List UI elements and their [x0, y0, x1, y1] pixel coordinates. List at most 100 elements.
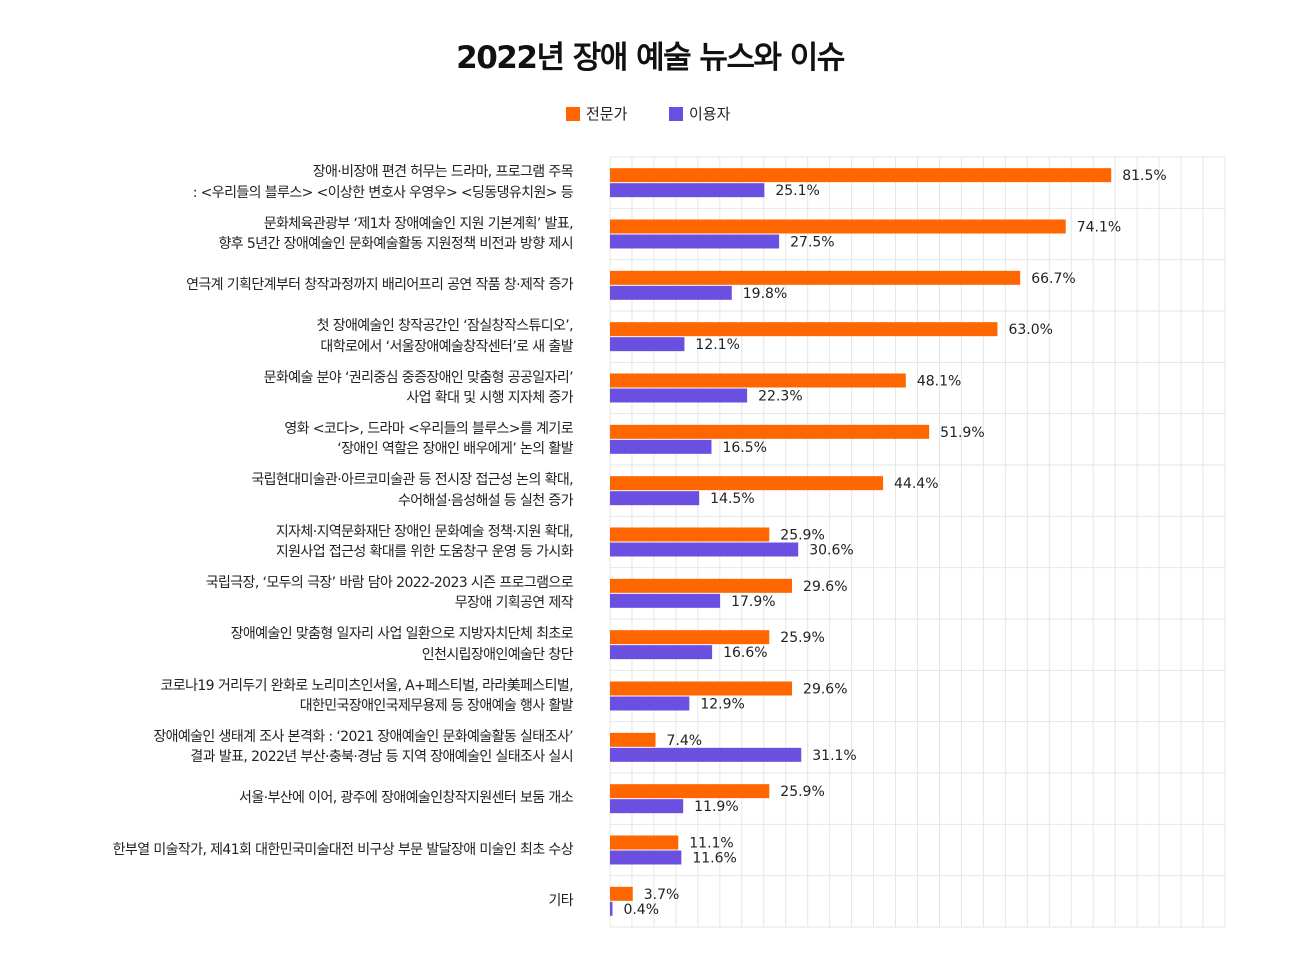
- bar-user-1: [610, 234, 780, 249]
- category-label-line: 국립현대미술관·아르코미술관 등 전시장 접근성 논의 확대,: [251, 472, 573, 489]
- chart-title: 2022년 장애 예술 뉴스와 이슈: [456, 40, 845, 76]
- category-label-0: 장애·비장애 편견 허무는 드라마, 프로그램 주목 : <우리들의 블루스> <…: [0, 162, 574, 203]
- bar-user-13: [610, 850, 682, 865]
- bar-expert-2: [610, 270, 1021, 285]
- value-label-expert-10: 29.6%: [803, 682, 847, 698]
- category-label-line: : <우리들의 블루스> <이상한 변호사 우영우> <딩동댕유치원> 등: [192, 184, 574, 201]
- value-label-user-3: 12.1%: [695, 337, 739, 353]
- bar-expert-14: [610, 886, 633, 901]
- legend-swatch-expert: [566, 106, 580, 121]
- bar-expert-12: [610, 784, 770, 799]
- category-label-line: ‘장애인 역할은 장애인 배우에게’ 논의 활발: [337, 441, 573, 458]
- value-label-expert-4: 48.1%: [917, 374, 961, 390]
- value-label-expert-0: 81.5%: [1122, 168, 1166, 184]
- value-label-user-13: 11.6%: [692, 851, 736, 867]
- category-label-2: 연극계 기획단계부터 창작과정까지 배리어프리 공연 작품 창·제작 증가: [0, 275, 574, 296]
- bar-expert-7: [610, 527, 770, 542]
- category-label-line: 서울·부산에 이어, 광주에 장애예술인창작지원센터 보둠 개소: [239, 790, 574, 807]
- category-label-line: 문화예술 분야 ‘권리중심 중증장애인 맞춤형 공공일자리’: [263, 369, 574, 386]
- bar-user-5: [610, 439, 712, 454]
- value-label-expert-1: 74.1%: [1077, 220, 1121, 236]
- value-label-expert-3: 63.0%: [1008, 322, 1052, 338]
- category-label-line: 향후 5년간 장애예술인 문화예술활동 지원정책 비전과 방향 제시: [218, 236, 573, 252]
- value-label-expert-12: 25.9%: [780, 784, 824, 800]
- value-label-expert-11: 7.4%: [667, 733, 703, 749]
- category-label-line: 지원사업 접근성 확대를 위한 도움창구 운영 등 가시화: [275, 544, 574, 560]
- legend-item-expert: 전문가: [566, 103, 627, 124]
- value-label-user-9: 16.6%: [723, 645, 767, 661]
- bar-user-7: [610, 542, 799, 557]
- category-label-7: 지자체·지역문화재단 장애인 문화예술 정책·지원 확대, 지원사업 접근성 확대…: [0, 522, 574, 563]
- category-label-11: 장애예술인 생태계 조사 본격화 : ‘2021 장애예술인 문화예술활동 실태…: [0, 727, 573, 768]
- bar-expert-0: [610, 168, 1112, 183]
- value-label-expert-9: 25.9%: [780, 630, 824, 646]
- category-label-line: 장애예술인 맞춤형 일자리 사업 일환으로 지방자치단체 최초로: [230, 626, 574, 643]
- bar-expert-5: [610, 424, 930, 439]
- bar-expert-3: [610, 322, 998, 337]
- category-label-line: 지자체·지역문화재단 장애인 문화예술 정책·지원 확대,: [275, 523, 574, 540]
- value-label-user-4: 22.3%: [758, 389, 802, 405]
- bar-user-6: [610, 491, 700, 506]
- value-label-user-0: 25.1%: [775, 183, 819, 199]
- value-label-user-14: 0.4%: [623, 902, 659, 918]
- category-label-line: 첫 장애예술인 창작공간인 ‘잠실창작스튜디오’,: [316, 318, 574, 335]
- category-label-4: 문화예술 분야 ‘권리중심 중증장애인 맞춤형 공공일자리’ 사업 확대 및 시행…: [0, 368, 574, 409]
- value-label-user-6: 14.5%: [710, 491, 754, 507]
- bar-expert-13: [610, 835, 679, 850]
- category-label-12: 서울·부산에 이어, 광주에 장애예술인창작지원센터 보둠 개소: [0, 788, 574, 809]
- bar-expert-6: [610, 476, 884, 491]
- grid-lines: [609, 156, 1226, 928]
- value-labels: 81.5% 25.1% 74.1% 27.5% 66.7% 19.8% 63.0% 12.1%…: [623, 168, 1166, 918]
- legend-label-expert: 전문가: [586, 105, 628, 123]
- category-label-line: 무장애 기획공연 제작: [454, 595, 574, 612]
- value-label-user-8: 17.9%: [731, 594, 775, 610]
- category-label-5: 영화 <코다>, 드라마 <우리들의 블루스>를 계기로 ‘장애인 역할은 장애인…: [0, 419, 573, 460]
- value-label-expert-6: 44.4%: [894, 476, 938, 492]
- category-label-line: 국립극장, ‘모두의 극장’ 바람 담아 2022-2023 시즌 프로그램으로: [205, 574, 574, 591]
- legend-label-user: 이용자: [689, 105, 731, 123]
- category-label-line: 결과 발표, 2022년 부산·충북·경남 등 지역 장애예술인 실태조사 실시: [190, 749, 573, 766]
- category-label-line: 대학로에서 ‘서울장애예술창작센터’로 새 출발: [320, 338, 573, 355]
- category-label-1: 문화체육관광부 ‘제1차 장애예술인 지원 기본계획’ 발표, 향후 5년간 장애…: [0, 214, 573, 255]
- category-label-line: 영화 <코다>, 드라마 <우리들의 블루스>를 계기로: [284, 420, 573, 437]
- category-label-8: 국립극장, ‘모두의 극장’ 바람 담아 2022-2023 시즌 프로그램으로…: [0, 573, 574, 614]
- bar-user-8: [610, 593, 721, 608]
- category-label-line: 대한민국장애인국제무용제 등 장애예술 행사 활발: [299, 698, 574, 714]
- legend-item-user: 이용자: [669, 103, 730, 124]
- category-label-line: 인천시립장애인예술단 창단: [421, 646, 574, 663]
- bar-expert-11: [610, 732, 656, 747]
- category-label-line: 수어해설·음성해설 등 실천 증가: [397, 492, 574, 509]
- category-label-3: 첫 장애예술인 창작공간인 ‘잠실창작스튜디오’, 대학로에서 ‘서울장애예술창작…: [0, 316, 574, 357]
- value-label-user-12: 11.9%: [694, 799, 738, 815]
- category-label-line: 장애예술인 생태계 조사 본격화 : ‘2021 장애예술인 문화예술활동 실태…: [153, 728, 573, 745]
- value-label-expert-7: 25.9%: [780, 528, 824, 544]
- bars: [610, 168, 1112, 916]
- value-label-user-5: 16.5%: [722, 440, 766, 456]
- category-label-line: 연극계 기획단계부터 창작과정까지 배리어프리 공연 작품 창·제작 증가: [186, 277, 574, 294]
- value-label-user-11: 31.1%: [812, 748, 856, 764]
- value-label-expert-8: 29.6%: [803, 579, 847, 595]
- category-label-10: 코로나19 거리두기 완화로 노리미츠인서울, A+페스티벌, 라라美페스티벌,…: [0, 676, 574, 717]
- bar-user-11: [610, 747, 802, 762]
- bar-user-4: [610, 388, 748, 403]
- bar-user-14: [610, 901, 613, 916]
- legend-swatch-user: [669, 106, 683, 121]
- value-label-expert-2: 66.7%: [1031, 271, 1075, 287]
- bar-expert-1: [610, 219, 1066, 234]
- value-label-expert-5: 51.9%: [940, 425, 984, 441]
- bar-expert-10: [610, 681, 793, 696]
- bar-expert-9: [610, 630, 770, 645]
- value-label-user-2: 19.8%: [743, 286, 787, 302]
- bar-user-2: [610, 285, 732, 300]
- category-label-13: 한부열 미술작가, 제41회 대한민국미술대전 비구상 부문 발달장애 미술인 …: [0, 840, 574, 861]
- category-label-line: 문화체육관광부 ‘제1차 장애예술인 지원 기본계획’ 발표,: [263, 215, 574, 232]
- category-label-line: 코로나19 거리두기 완화로 노리미츠인서울, A+페스티벌, 라라美페스티벌,: [160, 677, 574, 694]
- legend: 전문가 이용자: [0, 103, 1300, 125]
- category-label-6: 국립현대미술관·아르코미술관 등 전시장 접근성 논의 확대, 수어해설·음성해설…: [0, 470, 573, 511]
- category-label-line: 장애·비장애 편견 허무는 드라마, 프로그램 주목: [312, 164, 574, 181]
- value-label-user-1: 27.5%: [790, 235, 834, 251]
- value-label-expert-13: 11.1%: [689, 836, 733, 852]
- bar-user-3: [610, 337, 685, 352]
